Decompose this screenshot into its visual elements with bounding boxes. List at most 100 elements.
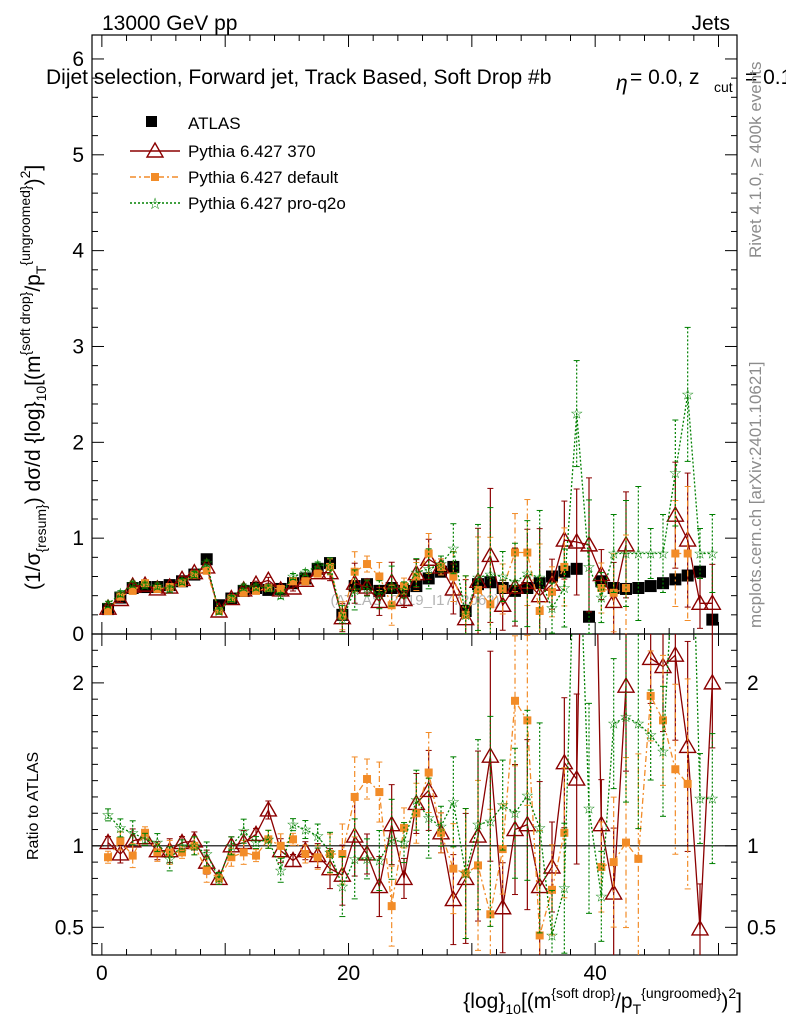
ratio-point (178, 848, 187, 857)
ratio-point (555, 753, 574, 770)
ratio-point (301, 849, 310, 858)
series-point (252, 586, 261, 595)
ratio-point (523, 716, 532, 725)
ratio-point (666, 645, 685, 662)
ratio-point (252, 851, 261, 860)
ratio-point (690, 919, 710, 936)
series-point: ☆ (225, 590, 238, 608)
ratio-point: ☆ (656, 742, 669, 760)
series-point: ☆ (397, 581, 410, 599)
series-point (104, 606, 113, 615)
ratio-point: ☆ (151, 834, 164, 852)
series-point: ☆ (311, 556, 324, 574)
ratio-series: ☆☆☆☆☆☆☆☆☆☆☆☆☆☆☆☆☆☆☆☆☆☆☆☆☆☆☆☆☆☆☆☆☆☆☆☆☆☆☆☆… (98, 634, 722, 955)
ratio-point (622, 838, 631, 847)
legend-default-marker (151, 173, 159, 181)
y-axis-label-main: (1/σ{resum}) dσ/d {log}10[(m{soft drop}/… (17, 165, 49, 590)
ratio-plot-frame (91, 633, 738, 956)
ratio-point (350, 792, 359, 801)
atlas-point (644, 580, 657, 593)
ratio-point: ☆ (101, 806, 114, 824)
x-axis-label: {log}10[(m{soft drop}/pT{ungroomed})2] (463, 985, 742, 1017)
series-point: ☆ (545, 599, 558, 617)
ratio-point: ☆ (410, 791, 423, 809)
ratio-tick-label: 2 (72, 672, 84, 695)
ratio-point: ☆ (323, 843, 336, 861)
ratio-point (671, 765, 680, 774)
atlas-point (694, 565, 707, 578)
ratio-point: ☆ (311, 827, 324, 845)
series-point: ☆ (459, 606, 472, 624)
series-point: ☆ (644, 544, 657, 562)
series-point: ☆ (360, 579, 373, 597)
ratio-point: ☆ (447, 793, 460, 811)
series-point: ☆ (619, 544, 632, 562)
ratio-point (283, 851, 303, 868)
legend-atlas-label: ATLAS (188, 114, 241, 133)
series-point: ☆ (126, 575, 139, 593)
ratio-point: ☆ (508, 804, 521, 822)
series-point: ☆ (558, 579, 571, 597)
ratio-point: ☆ (163, 850, 176, 868)
series-point: ☆ (200, 554, 213, 572)
series-point: ☆ (434, 555, 447, 573)
y-tick-label: 1 (72, 527, 84, 550)
series-point (690, 593, 710, 611)
ratio-point: ☆ (484, 812, 497, 830)
ratio-point: ☆ (286, 816, 299, 834)
ratio-point (259, 800, 278, 817)
ratio-point: ☆ (545, 926, 558, 944)
series-point: ☆ (521, 565, 534, 583)
ratio-point: ☆ (471, 816, 484, 834)
plot-title-tail: = 0.0, z (630, 66, 699, 89)
ratio-point: ☆ (126, 824, 139, 842)
ratio-point: ☆ (693, 790, 706, 808)
ratio-point: ☆ (582, 799, 595, 817)
series-point: ☆ (188, 566, 201, 584)
series-point (437, 562, 446, 571)
series-point: ☆ (681, 385, 694, 403)
ratio-point (128, 851, 137, 860)
series-point: ☆ (484, 566, 497, 584)
ratio-point (320, 859, 340, 876)
series-point: ☆ (570, 405, 583, 423)
series-point (604, 592, 623, 609)
ratio-point: ☆ (360, 850, 373, 868)
series-point (363, 560, 372, 569)
ratio-point (592, 815, 611, 832)
series-point: ☆ (595, 589, 608, 607)
ratio-tick-label-right: 2 (747, 672, 759, 695)
category-label: Jets (691, 12, 730, 35)
ratio-point (111, 844, 130, 861)
energy-label: 13000 GeV pp (102, 12, 237, 35)
ratio-point (424, 768, 433, 777)
series-point (338, 611, 347, 620)
series-point (276, 584, 285, 593)
series-line (107, 394, 713, 622)
series-point: ☆ (656, 544, 669, 562)
ratio-tick-label: 0.5 (55, 916, 84, 939)
series-point (289, 577, 298, 586)
series-point: ☆ (693, 544, 706, 562)
ratio-point: ☆ (225, 837, 238, 855)
series-point (370, 592, 389, 609)
y-tick-label: 0 (72, 623, 84, 646)
ratio-point: ☆ (496, 796, 509, 814)
series-point: ☆ (471, 568, 484, 586)
series-point: ☆ (508, 573, 521, 591)
ratio-point (98, 833, 118, 850)
ratio-point: ☆ (533, 819, 546, 837)
ratio-point (202, 866, 211, 875)
y-tick-label: 3 (72, 335, 84, 358)
ratio-point: ☆ (299, 821, 312, 839)
series-point (128, 586, 137, 595)
ratio-point (363, 775, 372, 784)
series-point: ☆ (212, 602, 225, 620)
y-axis-label-ratio: Ratio to ATLAS (25, 752, 42, 860)
ratio-point: ☆ (644, 726, 657, 744)
ratio-point (227, 853, 236, 862)
ratio-point: ☆ (706, 790, 719, 808)
ratio-point (345, 826, 364, 843)
series-point: ☆ (533, 568, 546, 586)
series-point (622, 583, 631, 592)
